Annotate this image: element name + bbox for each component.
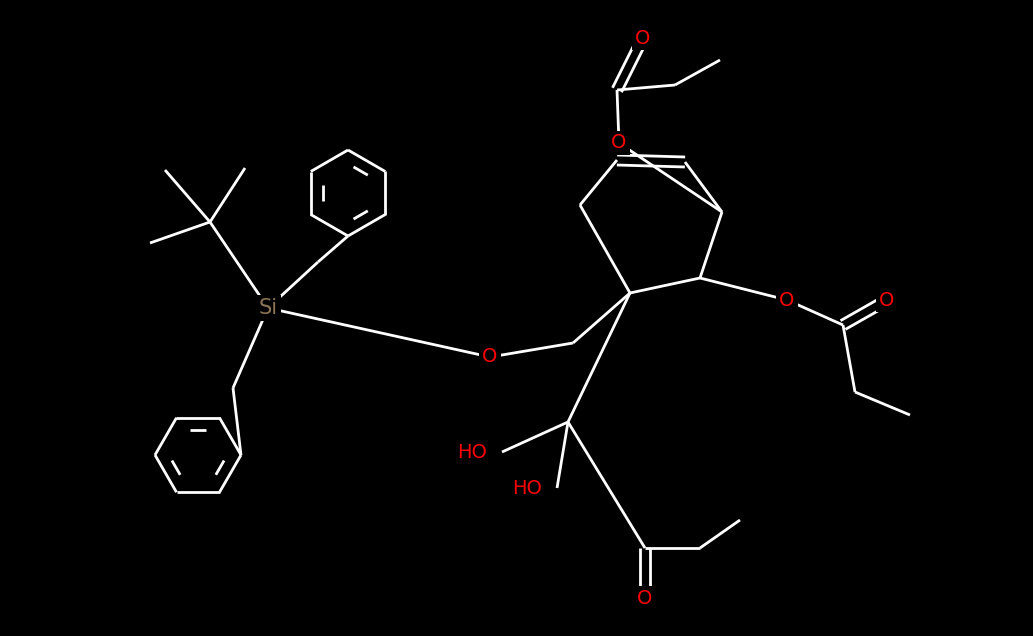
Text: O: O: [482, 347, 498, 366]
Text: O: O: [635, 29, 651, 48]
Text: O: O: [879, 291, 895, 310]
Text: O: O: [637, 588, 653, 607]
Text: Si: Si: [258, 298, 278, 318]
Text: HO: HO: [458, 443, 487, 462]
Text: HO: HO: [512, 478, 542, 497]
Text: O: O: [779, 291, 794, 310]
Text: O: O: [612, 134, 627, 153]
